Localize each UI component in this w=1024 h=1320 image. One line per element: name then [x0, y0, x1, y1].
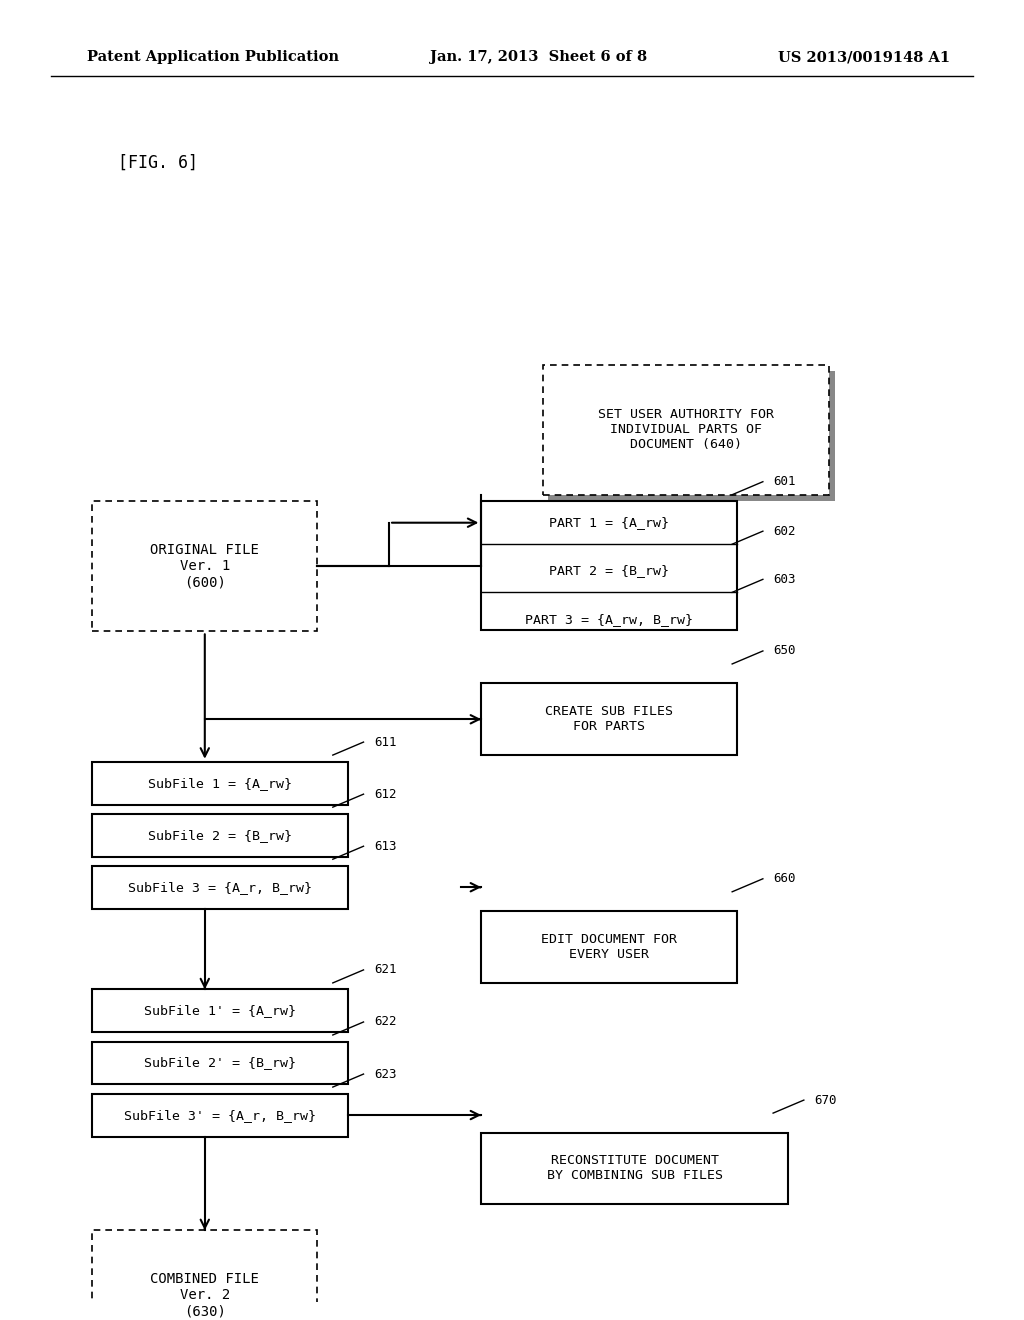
FancyBboxPatch shape — [92, 762, 348, 805]
FancyBboxPatch shape — [92, 813, 348, 857]
FancyBboxPatch shape — [92, 502, 317, 631]
Text: 603: 603 — [773, 573, 796, 586]
Text: 623: 623 — [374, 1068, 396, 1081]
FancyBboxPatch shape — [92, 990, 348, 1032]
Text: COMBINED FILE
Ver. 2
(630): COMBINED FILE Ver. 2 (630) — [151, 1272, 259, 1319]
Text: SubFile 1' = {A_rw}: SubFile 1' = {A_rw} — [144, 1005, 296, 1018]
Text: SubFile 1 = {A_rw}: SubFile 1 = {A_rw} — [148, 776, 292, 789]
Text: 621: 621 — [374, 964, 396, 977]
Text: Jan. 17, 2013  Sheet 6 of 8: Jan. 17, 2013 Sheet 6 of 8 — [430, 50, 647, 65]
Text: PART 1 = {A_rw}: PART 1 = {A_rw} — [549, 516, 670, 529]
FancyBboxPatch shape — [481, 684, 737, 755]
Text: 602: 602 — [773, 524, 796, 537]
Text: SubFile 3 = {A_r, B_rw}: SubFile 3 = {A_r, B_rw} — [128, 880, 312, 894]
Text: 612: 612 — [374, 788, 396, 801]
Text: 613: 613 — [374, 840, 396, 853]
Text: PART 2 = {B_rw}: PART 2 = {B_rw} — [549, 565, 670, 577]
FancyBboxPatch shape — [92, 1230, 317, 1320]
Text: SubFile 2' = {B_rw}: SubFile 2' = {B_rw} — [144, 1056, 296, 1069]
FancyBboxPatch shape — [481, 502, 737, 630]
FancyBboxPatch shape — [543, 364, 829, 495]
Text: SubFile 2 = {B_rw}: SubFile 2 = {B_rw} — [148, 829, 292, 842]
Text: SET USER AUTHORITY FOR
INDIVIDUAL PARTS OF
DOCUMENT (640): SET USER AUTHORITY FOR INDIVIDUAL PARTS … — [598, 408, 774, 451]
Text: ORIGINAL FILE
Ver. 1
(600): ORIGINAL FILE Ver. 1 (600) — [151, 543, 259, 590]
FancyBboxPatch shape — [92, 866, 348, 908]
Text: 601: 601 — [773, 475, 796, 488]
FancyBboxPatch shape — [481, 1133, 788, 1204]
Text: [FIG. 6]: [FIG. 6] — [118, 153, 198, 172]
Text: 650: 650 — [773, 644, 796, 657]
FancyBboxPatch shape — [481, 911, 737, 983]
Text: SubFile 3' = {A_r, B_rw}: SubFile 3' = {A_r, B_rw} — [124, 1109, 316, 1122]
Text: EDIT DOCUMENT FOR
EVERY USER: EDIT DOCUMENT FOR EVERY USER — [542, 933, 677, 961]
Text: CREATE SUB FILES
FOR PARTS: CREATE SUB FILES FOR PARTS — [545, 705, 674, 734]
Text: RECONSTITUTE DOCUMENT
BY COMBINING SUB FILES: RECONSTITUTE DOCUMENT BY COMBINING SUB F… — [547, 1155, 723, 1183]
FancyBboxPatch shape — [92, 1093, 348, 1137]
Text: US 2013/0019148 A1: US 2013/0019148 A1 — [778, 50, 950, 65]
Text: 660: 660 — [773, 873, 796, 886]
FancyBboxPatch shape — [92, 1041, 348, 1085]
Text: PART 3 = {A_rw, B_rw}: PART 3 = {A_rw, B_rw} — [525, 612, 693, 626]
FancyBboxPatch shape — [548, 371, 835, 502]
Text: 611: 611 — [374, 735, 396, 748]
Text: Patent Application Publication: Patent Application Publication — [87, 50, 339, 65]
Text: 622: 622 — [374, 1015, 396, 1028]
Text: 670: 670 — [814, 1093, 837, 1106]
